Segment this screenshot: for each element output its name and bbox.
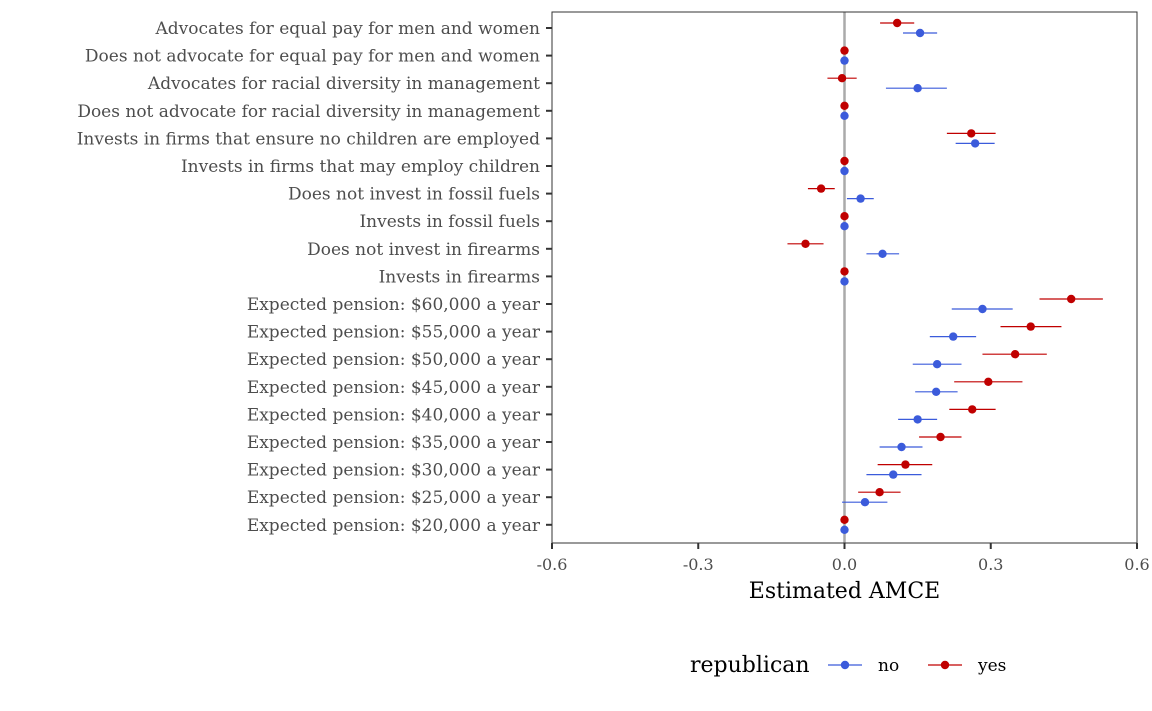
point-no — [856, 194, 865, 203]
point-yes — [840, 101, 849, 111]
point-yes — [816, 184, 826, 193]
legend-title: republican — [690, 653, 810, 678]
point-yes — [875, 488, 884, 497]
category-label: Does not advocate for equal pay for men … — [85, 47, 540, 67]
x-axis-title: Estimated AMCE — [749, 579, 940, 604]
legend-key-point — [840, 660, 850, 670]
point-no — [840, 166, 849, 176]
point-yes — [984, 377, 993, 386]
point-yes — [936, 432, 945, 442]
category-label: Invests in firms that may employ childre… — [181, 157, 540, 177]
category-label: Expected pension: $30,000 a year — [247, 461, 541, 481]
legend-label: no — [878, 656, 899, 676]
x-tick-label: -0.6 — [537, 555, 568, 574]
category-label: Expected pension: $40,000 a year — [247, 405, 541, 425]
point-yes — [1066, 294, 1076, 304]
point-yes — [801, 239, 810, 248]
x-tick-label: 0.0 — [832, 555, 857, 574]
category-label: Invests in firms that ensure no children… — [77, 129, 540, 149]
category-label: Does not invest in firearms — [307, 240, 540, 260]
point-no — [840, 111, 849, 121]
point-no — [978, 304, 987, 314]
point-no — [915, 28, 925, 38]
point-no — [840, 56, 849, 65]
category-label: Does not invest in fossil fuels — [288, 185, 540, 205]
point-yes — [840, 267, 849, 276]
point-yes — [840, 46, 849, 55]
category-label: Expected pension: $60,000 a year — [247, 295, 541, 315]
category-label: Expected pension: $20,000 a year — [247, 516, 541, 536]
point-no — [878, 249, 887, 258]
category-label: Invests in firearms — [379, 267, 540, 287]
legend: republican no yes — [690, 653, 1006, 678]
point-no — [860, 498, 870, 507]
point-yes — [840, 515, 849, 524]
point-yes — [968, 405, 977, 414]
legend-key-point — [940, 660, 950, 670]
point-no — [840, 277, 849, 286]
series-no — [840, 28, 1013, 534]
legend-label: yes — [977, 656, 1006, 676]
category-label: Expected pension: $25,000 a year — [247, 488, 541, 508]
point-no — [913, 84, 922, 93]
x-axis-ticks: -0.6 -0.3 0.0 0.3 0.6 — [537, 543, 1150, 574]
point-no — [970, 139, 980, 148]
point-no — [897, 442, 906, 452]
legend-entry-no: no — [828, 656, 899, 676]
point-yes — [1010, 350, 1020, 359]
point-yes — [840, 212, 849, 221]
category-label: Advocates for racial diversity in manage… — [147, 74, 540, 94]
category-labels: Advocates for equal pay for men and wome… — [77, 19, 552, 536]
category-label: Expected pension: $50,000 a year — [247, 350, 541, 370]
point-yes — [901, 460, 910, 469]
category-label: Does not advocate for racial diversity i… — [77, 102, 540, 122]
point-no — [932, 360, 942, 369]
point-no — [840, 222, 849, 231]
x-tick-label: 0.6 — [1124, 555, 1149, 574]
x-tick-label: -0.3 — [683, 555, 714, 574]
point-yes — [840, 156, 849, 166]
point-no — [913, 415, 922, 424]
point-yes — [892, 18, 902, 28]
point-no — [840, 525, 849, 534]
category-label: Expected pension: $55,000 a year — [247, 323, 541, 343]
point-yes — [1026, 322, 1035, 331]
point-no — [931, 387, 941, 396]
category-label: Expected pension: $45,000 a year — [247, 378, 541, 398]
point-no — [949, 332, 958, 341]
point-yes — [837, 74, 847, 83]
category-label: Advocates for equal pay for men and wome… — [154, 19, 540, 39]
point-no — [889, 470, 898, 479]
legend-entry-yes: yes — [928, 656, 1006, 676]
category-label: Invests in fossil fuels — [359, 212, 540, 232]
point-yes — [967, 129, 976, 138]
data-marks — [787, 18, 1103, 534]
x-tick-label: 0.3 — [978, 555, 1003, 574]
series-yes — [787, 18, 1103, 524]
category-label: Expected pension: $35,000 a year — [247, 433, 541, 453]
